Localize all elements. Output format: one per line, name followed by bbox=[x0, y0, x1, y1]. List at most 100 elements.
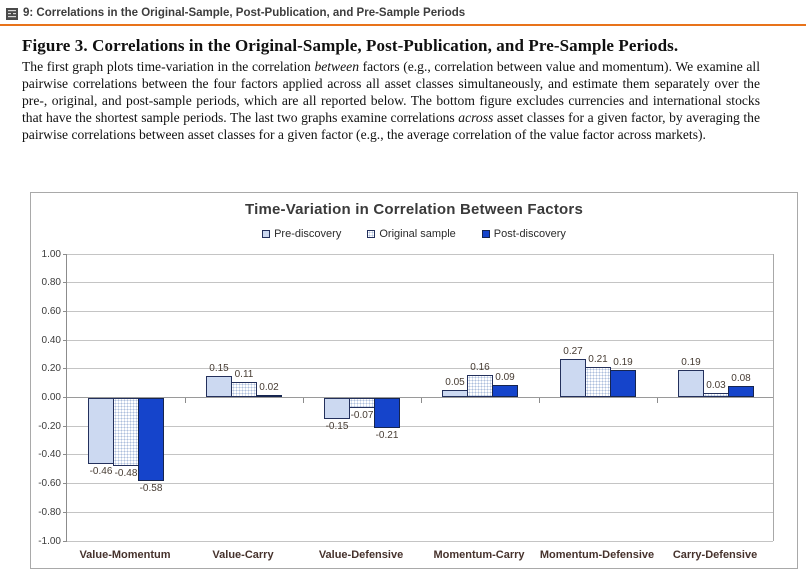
caption-text: factors (e.g., correlation between value… bbox=[22, 59, 760, 125]
figure-caption-body: The first graph plots time-variation in … bbox=[22, 58, 760, 143]
gridline bbox=[67, 483, 773, 485]
y-axis-tick bbox=[63, 397, 67, 398]
bar-light bbox=[88, 397, 114, 464]
category-axis-tick bbox=[657, 397, 658, 403]
category-label: Momentum-Carry bbox=[433, 549, 525, 561]
y-axis-label: -0.40 bbox=[38, 449, 61, 461]
y-axis-label: 0.00 bbox=[41, 392, 61, 403]
legend-marker-light-icon bbox=[262, 230, 271, 238]
y-axis-tick bbox=[63, 454, 67, 456]
chart-title: Time-Variation in Correlation Between Fa… bbox=[245, 201, 583, 218]
y-axis-label: 0.20 bbox=[41, 363, 61, 375]
bar-value-label: 0.21 bbox=[588, 354, 608, 366]
gridline bbox=[67, 540, 773, 542]
gridline bbox=[67, 425, 773, 427]
y-axis-label: -1.00 bbox=[38, 535, 61, 547]
y-axis-tick bbox=[63, 339, 67, 341]
y-axis-label: 0.60 bbox=[41, 305, 61, 317]
legend-item-light: Pre-discovery bbox=[262, 228, 341, 240]
category-label: Carry-Defensive bbox=[672, 549, 758, 561]
bar-value-label: 0.11 bbox=[234, 368, 254, 380]
bar-dotted bbox=[113, 397, 139, 467]
figure-icon bbox=[6, 7, 18, 20]
bar-value-label: -0.15 bbox=[325, 421, 349, 433]
legend-item-dotted: Original sample bbox=[367, 228, 456, 240]
category-label: Momentum-Defensive bbox=[539, 549, 655, 561]
bar-value-label: 0.08 bbox=[731, 373, 751, 385]
y-axis-label: 0.40 bbox=[41, 334, 61, 346]
bar-value-label: -0.48 bbox=[114, 468, 138, 480]
bar-solid bbox=[256, 394, 282, 398]
chart-category-axis: Value-Momentum Value-Carry Value-Defensive… bbox=[66, 549, 774, 563]
viewer-header: 9: Correlations in the Original-Sample, … bbox=[6, 5, 465, 21]
bar-value-label: -0.07 bbox=[350, 409, 374, 421]
gridline bbox=[67, 253, 773, 255]
bar-light bbox=[678, 370, 704, 398]
category-label: Value-Carry bbox=[212, 549, 274, 561]
gridline bbox=[67, 511, 773, 513]
legend-marker-dotted-icon bbox=[367, 230, 376, 238]
legend-label: Post-discovery bbox=[493, 228, 566, 240]
header-divider bbox=[0, 24, 806, 26]
y-axis-tick bbox=[63, 282, 67, 284]
gridline bbox=[67, 282, 773, 284]
category-axis-tick bbox=[185, 397, 186, 403]
bar-light bbox=[560, 358, 586, 398]
bar-value-label: 0.16 bbox=[470, 361, 490, 373]
bar-value-label: 0.05 bbox=[445, 377, 465, 389]
category-axis-tick bbox=[303, 397, 304, 403]
bar-dotted bbox=[585, 367, 611, 398]
legend-label: Original sample bbox=[379, 228, 456, 240]
y-axis-label: -0.60 bbox=[38, 478, 61, 490]
bar-light bbox=[442, 390, 468, 398]
chart-plot-area: 1.00 0.80 0.60 0.40 0.20 0.00 -0.20 -0.40 -0.60 -… bbox=[38, 249, 774, 547]
caption-text: The first graph plots time-variation in … bbox=[22, 59, 315, 74]
bar-chart: Time-Variation in Correlation Between Fa… bbox=[30, 192, 798, 569]
bar-value-label: -0.46 bbox=[89, 465, 113, 477]
bar-solid bbox=[728, 386, 754, 398]
viewer-header-label: 9: Correlations in the Original-Sample, … bbox=[23, 7, 466, 19]
category-axis-tick bbox=[421, 397, 422, 403]
bar-value-label: 0.02 bbox=[259, 381, 279, 393]
bar-dotted bbox=[231, 381, 257, 398]
bar-value-label: 0.15 bbox=[209, 362, 229, 374]
y-axis-tick bbox=[63, 511, 67, 513]
caption-text: asset classes for a given factor, by ave… bbox=[22, 110, 761, 142]
bar-solid bbox=[492, 384, 518, 398]
bar-solid bbox=[610, 370, 636, 398]
bar-value-label: 0.19 bbox=[681, 357, 701, 369]
bar-solid bbox=[374, 397, 400, 428]
category-label: Value-Defensive bbox=[318, 549, 404, 561]
bar-value-label: 0.27 bbox=[563, 345, 583, 357]
gridline bbox=[67, 368, 773, 370]
bar-value-label: -0.58 bbox=[139, 482, 163, 494]
bar-dotted bbox=[349, 397, 375, 408]
category-label: Value-Momentum bbox=[79, 549, 171, 561]
bar-light bbox=[324, 397, 350, 420]
bar-dotted bbox=[703, 393, 729, 398]
figure-caption-title: Figure 3. Correlations in the Original-S… bbox=[22, 36, 679, 55]
y-axis-tick bbox=[63, 540, 67, 542]
y-axis-label: 1.00 bbox=[41, 248, 61, 260]
gridline bbox=[67, 310, 773, 312]
figure-caption: Figure 3. Correlations in the Original-S… bbox=[22, 36, 760, 143]
bar-solid bbox=[138, 397, 164, 481]
gridline bbox=[67, 397, 773, 398]
legend-marker-solid-icon bbox=[481, 230, 490, 238]
y-axis-tick bbox=[63, 310, 67, 312]
bar-value-label: 0.03 bbox=[706, 380, 726, 392]
legend-item-solid: Post-discovery bbox=[481, 228, 566, 240]
caption-italic-between: between bbox=[314, 59, 359, 74]
y-axis-label: 0.80 bbox=[41, 277, 61, 289]
bar-value-label: -0.21 bbox=[375, 429, 399, 441]
y-axis-label: -0.20 bbox=[38, 420, 61, 432]
gridline bbox=[67, 339, 773, 341]
caption-italic-across: across bbox=[458, 110, 494, 125]
chart-legend: Pre-discovery Original sample Post-discove… bbox=[31, 228, 797, 240]
bar-value-label: 0.09 bbox=[495, 371, 515, 383]
y-axis-tick bbox=[63, 368, 67, 370]
legend-label: Pre-discovery bbox=[274, 228, 342, 240]
y-axis-tick bbox=[63, 425, 67, 427]
y-axis-tick bbox=[63, 253, 67, 255]
